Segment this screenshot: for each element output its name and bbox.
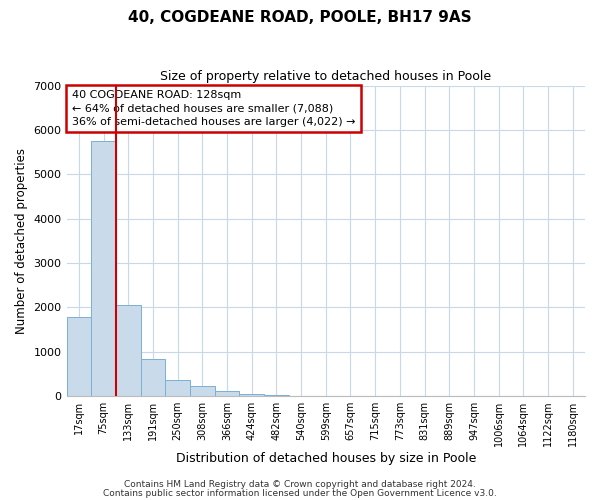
Bar	[91, 141, 116, 396]
Y-axis label: Number of detached properties: Number of detached properties	[15, 148, 28, 334]
Text: 40 COGDEANE ROAD: 128sqm
← 64% of detached houses are smaller (7,088)
36% of sem: 40 COGDEANE ROAD: 128sqm ← 64% of detach…	[72, 90, 355, 126]
Bar	[140, 360, 165, 396]
X-axis label: Distribution of detached houses by size in Poole: Distribution of detached houses by size …	[176, 452, 476, 465]
Bar	[165, 380, 190, 396]
Bar	[215, 392, 239, 396]
Text: 40, COGDEANE ROAD, POOLE, BH17 9AS: 40, COGDEANE ROAD, POOLE, BH17 9AS	[128, 10, 472, 25]
Bar	[67, 317, 91, 396]
Bar	[239, 394, 264, 396]
Title: Size of property relative to detached houses in Poole: Size of property relative to detached ho…	[160, 70, 491, 83]
Bar	[190, 386, 215, 396]
Bar	[116, 305, 140, 396]
Text: Contains HM Land Registry data © Crown copyright and database right 2024.: Contains HM Land Registry data © Crown c…	[124, 480, 476, 489]
Bar	[264, 395, 289, 396]
Text: Contains public sector information licensed under the Open Government Licence v3: Contains public sector information licen…	[103, 488, 497, 498]
